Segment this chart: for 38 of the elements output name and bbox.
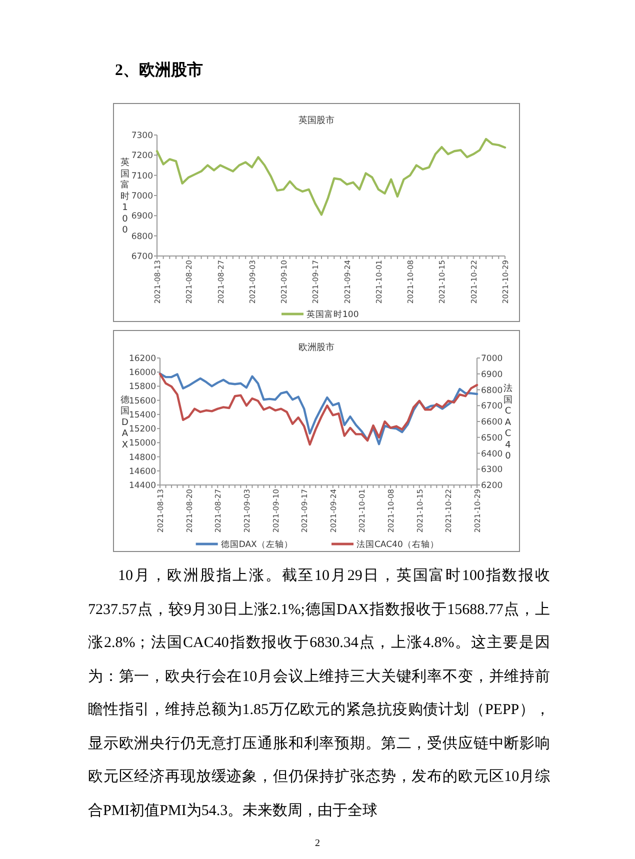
y2-tick-label: 7000 (481, 354, 503, 364)
chart-title: 英国股市 (298, 115, 334, 126)
y-tick-label: 15600 (128, 396, 156, 406)
y-tick-label: 15400 (128, 410, 156, 420)
y2-tick-label: 6300 (481, 465, 503, 476)
text: 2、欧洲股市 (115, 60, 203, 81)
y2-tick-label: 6200 (481, 481, 503, 491)
y-tick-label: 6800 (131, 232, 153, 242)
legend-label: 法国CAC40（右轴） (356, 539, 439, 550)
y-tick-label: 14800 (128, 452, 156, 463)
y-tick-label: 7100 (131, 171, 153, 182)
y-tick-label: 16000 (128, 368, 156, 378)
y2-tick-label: 6900 (481, 370, 503, 380)
y-tick-label: 6700 (131, 252, 153, 262)
y2-tick-label: 6500 (481, 433, 503, 444)
y-tick-label: 6900 (131, 212, 153, 222)
y-tick-label: 15000 (128, 438, 156, 449)
y-axis-title: 德国DAX (120, 394, 130, 450)
y2-tick-label: 6800 (481, 386, 503, 396)
text: 2 (314, 838, 321, 849)
y2-axis-title: 法国CAC40 (504, 383, 512, 462)
text: 10月，欧洲股指上涨。截至10月29日，英国富时100指数报收7237.57点，较9月30日上涨2.1%;德国DAX指数报收于15688.77点，上涨2.8%；法国CAC40指数报收于6830.34点，上涨4.8%。这主要是因为：第一，欧央行会在10月会议上维持三大关键利率不变，并维持前瞻性指引，维持总额为1.85万亿欧元的紧急抗疫购债计划（PEPP），显示欧洲央行仍无意打压通胀和利率预期。第二，受供应链中断影响欧元区经济再现放缓迹象，但仍保持扩张态势，发布的欧元区10月综合PMI初值PMI为54.3。未来数周，由于全球 (88, 566, 550, 820)
y-tick-label: 15800 (128, 382, 156, 392)
y2-tick-label: 6700 (481, 402, 503, 412)
y-tick-label: 16200 (128, 354, 156, 364)
y2-tick-label: 6600 (481, 418, 503, 428)
y2-tick-label: 6400 (481, 449, 503, 460)
chart-title: 欧洲股市 (298, 342, 334, 353)
y-tick-label: 14600 (128, 466, 156, 477)
y-tick-label: 7300 (131, 131, 153, 141)
y-tick-label: 7000 (131, 192, 153, 202)
legend-label: 德国DAX（左轴） (220, 539, 293, 550)
y-tick-label: 7200 (131, 151, 153, 162)
y-tick-label: 15200 (128, 424, 156, 435)
y-tick-label: 14400 (128, 481, 156, 491)
y-axis-title: 英国富时100 (120, 157, 130, 236)
legend-label: 英国富时100 (306, 309, 359, 320)
line-series (156, 138, 506, 216)
